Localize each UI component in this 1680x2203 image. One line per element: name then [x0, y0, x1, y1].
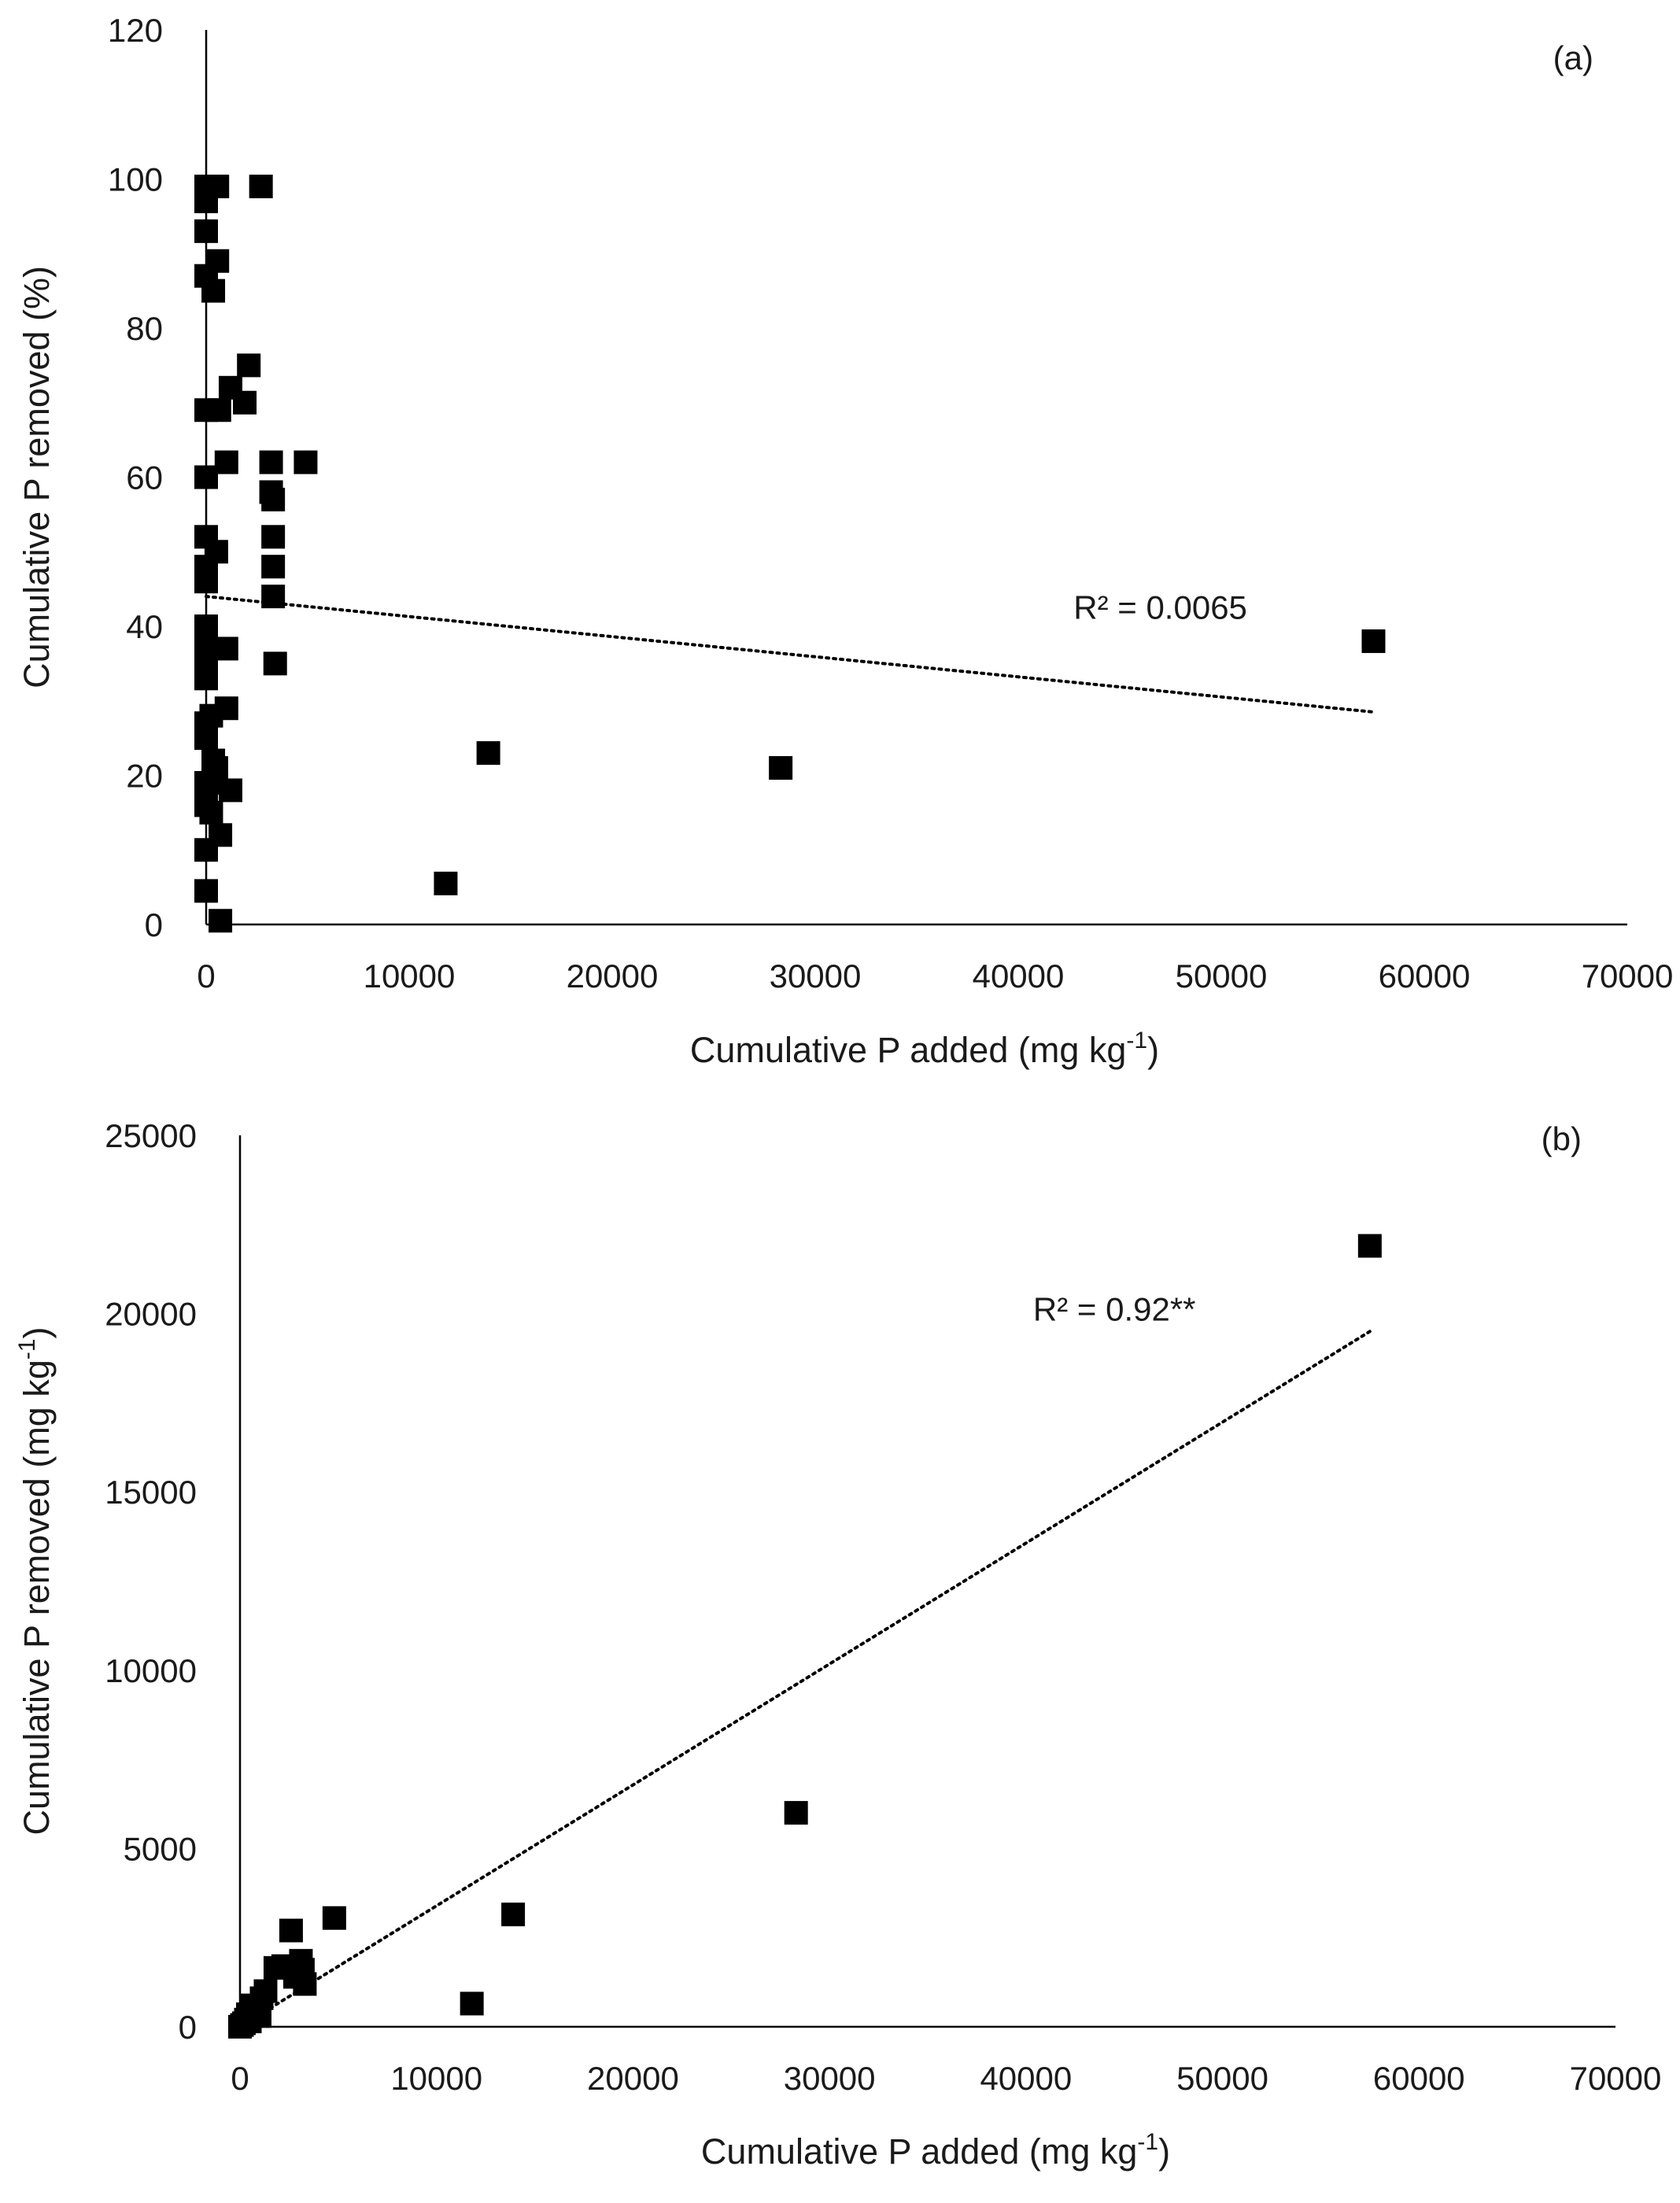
- x-tick-label: 70000: [1570, 2060, 1662, 2097]
- panel-label: (b): [1542, 1120, 1582, 1157]
- data-point: [259, 450, 283, 474]
- data-point: [434, 871, 458, 895]
- y-tick-label: 100: [108, 161, 163, 198]
- data-point: [1361, 629, 1386, 653]
- x-tick-label: 50000: [1176, 958, 1268, 994]
- data-point: [1357, 1234, 1382, 1258]
- data-point: [205, 174, 230, 198]
- data-point: [769, 756, 793, 780]
- x-tick-label: 10000: [364, 958, 456, 994]
- data-point: [194, 570, 218, 594]
- x-tick-label: 70000: [1582, 958, 1674, 994]
- y-axis-title: Cumulative P removed (%): [17, 266, 57, 688]
- data-point: [209, 909, 233, 933]
- trendline: [238, 1330, 1372, 2028]
- data-point: [214, 637, 238, 661]
- data-point: [233, 390, 257, 415]
- x-tick-label: 20000: [587, 2060, 679, 2097]
- data-point: [261, 585, 286, 609]
- data-point: [261, 555, 286, 579]
- data-point: [235, 2002, 260, 2027]
- panel-b: 0 5000 10000 15000 20000 25000 0 10000 20000 3000…: [14, 1117, 1661, 2172]
- y-tick-label: 0: [179, 2009, 197, 2046]
- data-point: [199, 800, 223, 825]
- x-tick-label: 50000: [1176, 2060, 1268, 2097]
- y-tick-label: 40: [126, 608, 163, 645]
- data-point: [263, 651, 287, 676]
- y-tick-label: 120: [108, 12, 163, 49]
- x-tick-label: 0: [197, 958, 215, 994]
- y-tick-label: 60: [126, 459, 163, 496]
- y-tick-label: 5000: [124, 1830, 197, 1867]
- y-tick-label: 10000: [105, 1652, 197, 1689]
- data-point: [194, 651, 218, 676]
- data-point: [261, 525, 286, 549]
- data-point: [194, 726, 218, 751]
- data-point: [322, 1906, 346, 1930]
- x-tick-label: 40000: [973, 958, 1065, 994]
- x-tick-label: 0: [231, 2060, 249, 2097]
- data-point: [194, 465, 218, 489]
- y-tick-label: 20000: [105, 1296, 197, 1333]
- data-point: [201, 279, 226, 303]
- data-point: [249, 174, 273, 198]
- y-tick-label: 15000: [105, 1474, 197, 1511]
- x-axis-title: Cumulative P added (mg kg-1): [701, 2129, 1170, 2172]
- y-tick-label: 20: [126, 758, 163, 795]
- data-point: [207, 398, 231, 423]
- data-point: [199, 703, 223, 728]
- data-point: [194, 879, 218, 903]
- x-tick-label: 30000: [770, 958, 862, 994]
- x-tick-label: 20000: [567, 958, 659, 994]
- data-point: [784, 1801, 808, 1825]
- data-point: [204, 770, 228, 795]
- data-point: [279, 1918, 303, 1943]
- panel-a: 0 20 40 60 80 100 120 0 10000 20000 30000 40000 5000…: [17, 12, 1673, 1070]
- y-tick-label: 25000: [105, 1117, 197, 1154]
- panel-label: (a): [1553, 39, 1593, 76]
- x-tick-label: 10000: [390, 2060, 482, 2097]
- r-squared-label: R² = 0.92**: [1033, 1291, 1196, 1328]
- x-tick-label: 60000: [1379, 958, 1471, 994]
- x-tick-label: 40000: [980, 2060, 1072, 2097]
- data-point: [501, 1902, 526, 1927]
- data-point: [205, 249, 230, 273]
- data-point: [261, 487, 286, 511]
- data-point: [194, 219, 218, 243]
- x-axis-title: Cumulative P added (mg kg-1): [690, 1028, 1159, 1070]
- data-point: [294, 450, 318, 474]
- x-tick-label: 30000: [784, 2060, 876, 2097]
- data-point: [460, 1991, 484, 2016]
- y-tick-label: 80: [126, 310, 163, 347]
- data-point: [194, 838, 218, 862]
- y-axis-title: Cumulative P removed (mg kg-1): [14, 1327, 57, 1835]
- y-tick-label: 0: [145, 906, 163, 943]
- data-point: [282, 1965, 307, 1989]
- x-tick-label: 60000: [1373, 2060, 1465, 2097]
- data-point: [476, 741, 500, 766]
- data-point: [237, 353, 261, 378]
- data-point: [214, 450, 238, 474]
- r-squared-label: R² = 0.0065: [1073, 589, 1247, 626]
- trendline: [205, 595, 1375, 714]
